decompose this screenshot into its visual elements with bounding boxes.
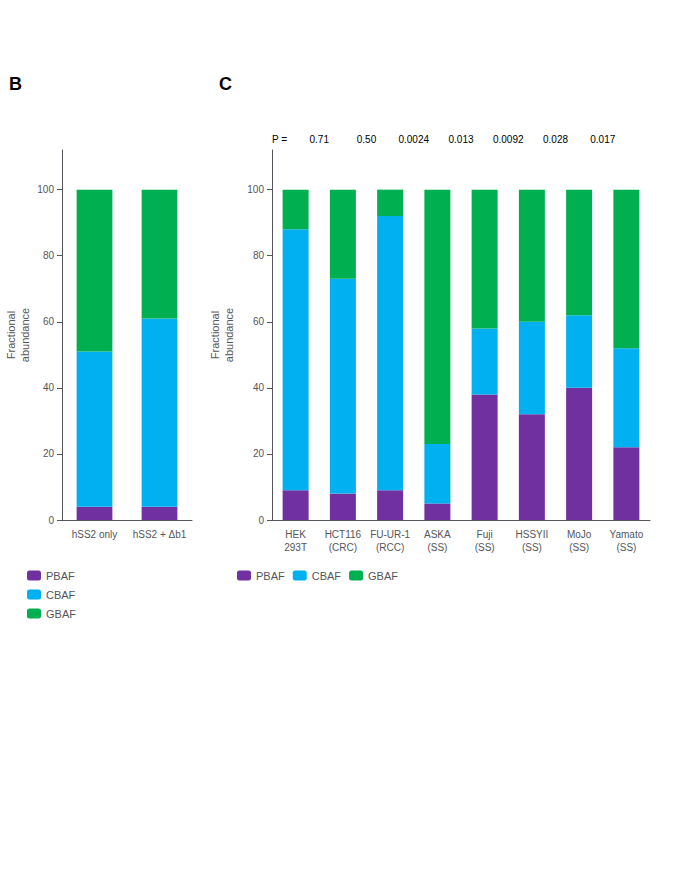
svg-text:FU-UR-1: FU-UR-1	[370, 529, 410, 540]
svg-text:(SS): (SS)	[475, 542, 495, 553]
svg-text:abundance: abundance	[223, 308, 235, 362]
svg-text:0: 0	[48, 515, 54, 526]
svg-text:0.0024: 0.0024	[398, 134, 429, 145]
svg-text:40: 40	[43, 382, 55, 393]
svg-text:CBAF: CBAF	[312, 570, 342, 582]
svg-text:80: 80	[43, 250, 55, 261]
svg-text:100: 100	[37, 184, 54, 195]
svg-text:B: B	[9, 74, 22, 94]
svg-text:0.0092: 0.0092	[493, 134, 524, 145]
svg-text:Fractional: Fractional	[209, 311, 221, 359]
svg-text:GBAF: GBAF	[46, 608, 76, 620]
svg-text:20: 20	[253, 448, 265, 459]
svg-text:Fractional: Fractional	[5, 311, 17, 359]
svg-text:GBAF: GBAF	[368, 570, 398, 582]
svg-text:(RCC): (RCC)	[376, 542, 404, 553]
svg-text:(SS): (SS)	[616, 542, 636, 553]
svg-text:MoJo: MoJo	[567, 529, 592, 540]
svg-text:HEK: HEK	[285, 529, 306, 540]
svg-text:0.013: 0.013	[448, 134, 473, 145]
svg-text:100: 100	[247, 184, 264, 195]
svg-text:hSS2 only: hSS2 only	[72, 529, 118, 540]
svg-text:HCT116: HCT116	[325, 529, 362, 540]
svg-text:293T: 293T	[284, 542, 307, 553]
svg-text:0: 0	[258, 515, 264, 526]
svg-text:CBAF: CBAF	[46, 589, 76, 601]
svg-text:40: 40	[253, 382, 265, 393]
svg-text:(CRC): (CRC)	[329, 542, 357, 553]
svg-text:PBAF: PBAF	[46, 570, 75, 582]
svg-text:0.028: 0.028	[543, 134, 568, 145]
svg-text:C: C	[219, 74, 232, 94]
svg-text:60: 60	[43, 316, 55, 327]
svg-text:(SS): (SS)	[427, 542, 447, 553]
svg-text:abundance: abundance	[19, 308, 31, 362]
svg-text:Yamato: Yamato	[610, 529, 644, 540]
svg-text:0.017: 0.017	[590, 134, 615, 145]
svg-text:0.50: 0.50	[357, 134, 377, 145]
svg-text:Fuji: Fuji	[477, 529, 493, 540]
svg-text:80: 80	[253, 250, 265, 261]
svg-text:hSS2 + Δb1: hSS2 + Δb1	[133, 529, 187, 540]
svg-text:0.71: 0.71	[310, 134, 330, 145]
svg-text:HSSYII: HSSYII	[515, 529, 548, 540]
svg-text:ASKA: ASKA	[424, 529, 451, 540]
svg-text:PBAF: PBAF	[256, 570, 285, 582]
svg-text:(SS): (SS)	[522, 542, 542, 553]
svg-text:P =: P =	[272, 134, 287, 145]
svg-text:60: 60	[253, 316, 265, 327]
svg-text:20: 20	[43, 448, 55, 459]
svg-text:(SS): (SS)	[569, 542, 589, 553]
